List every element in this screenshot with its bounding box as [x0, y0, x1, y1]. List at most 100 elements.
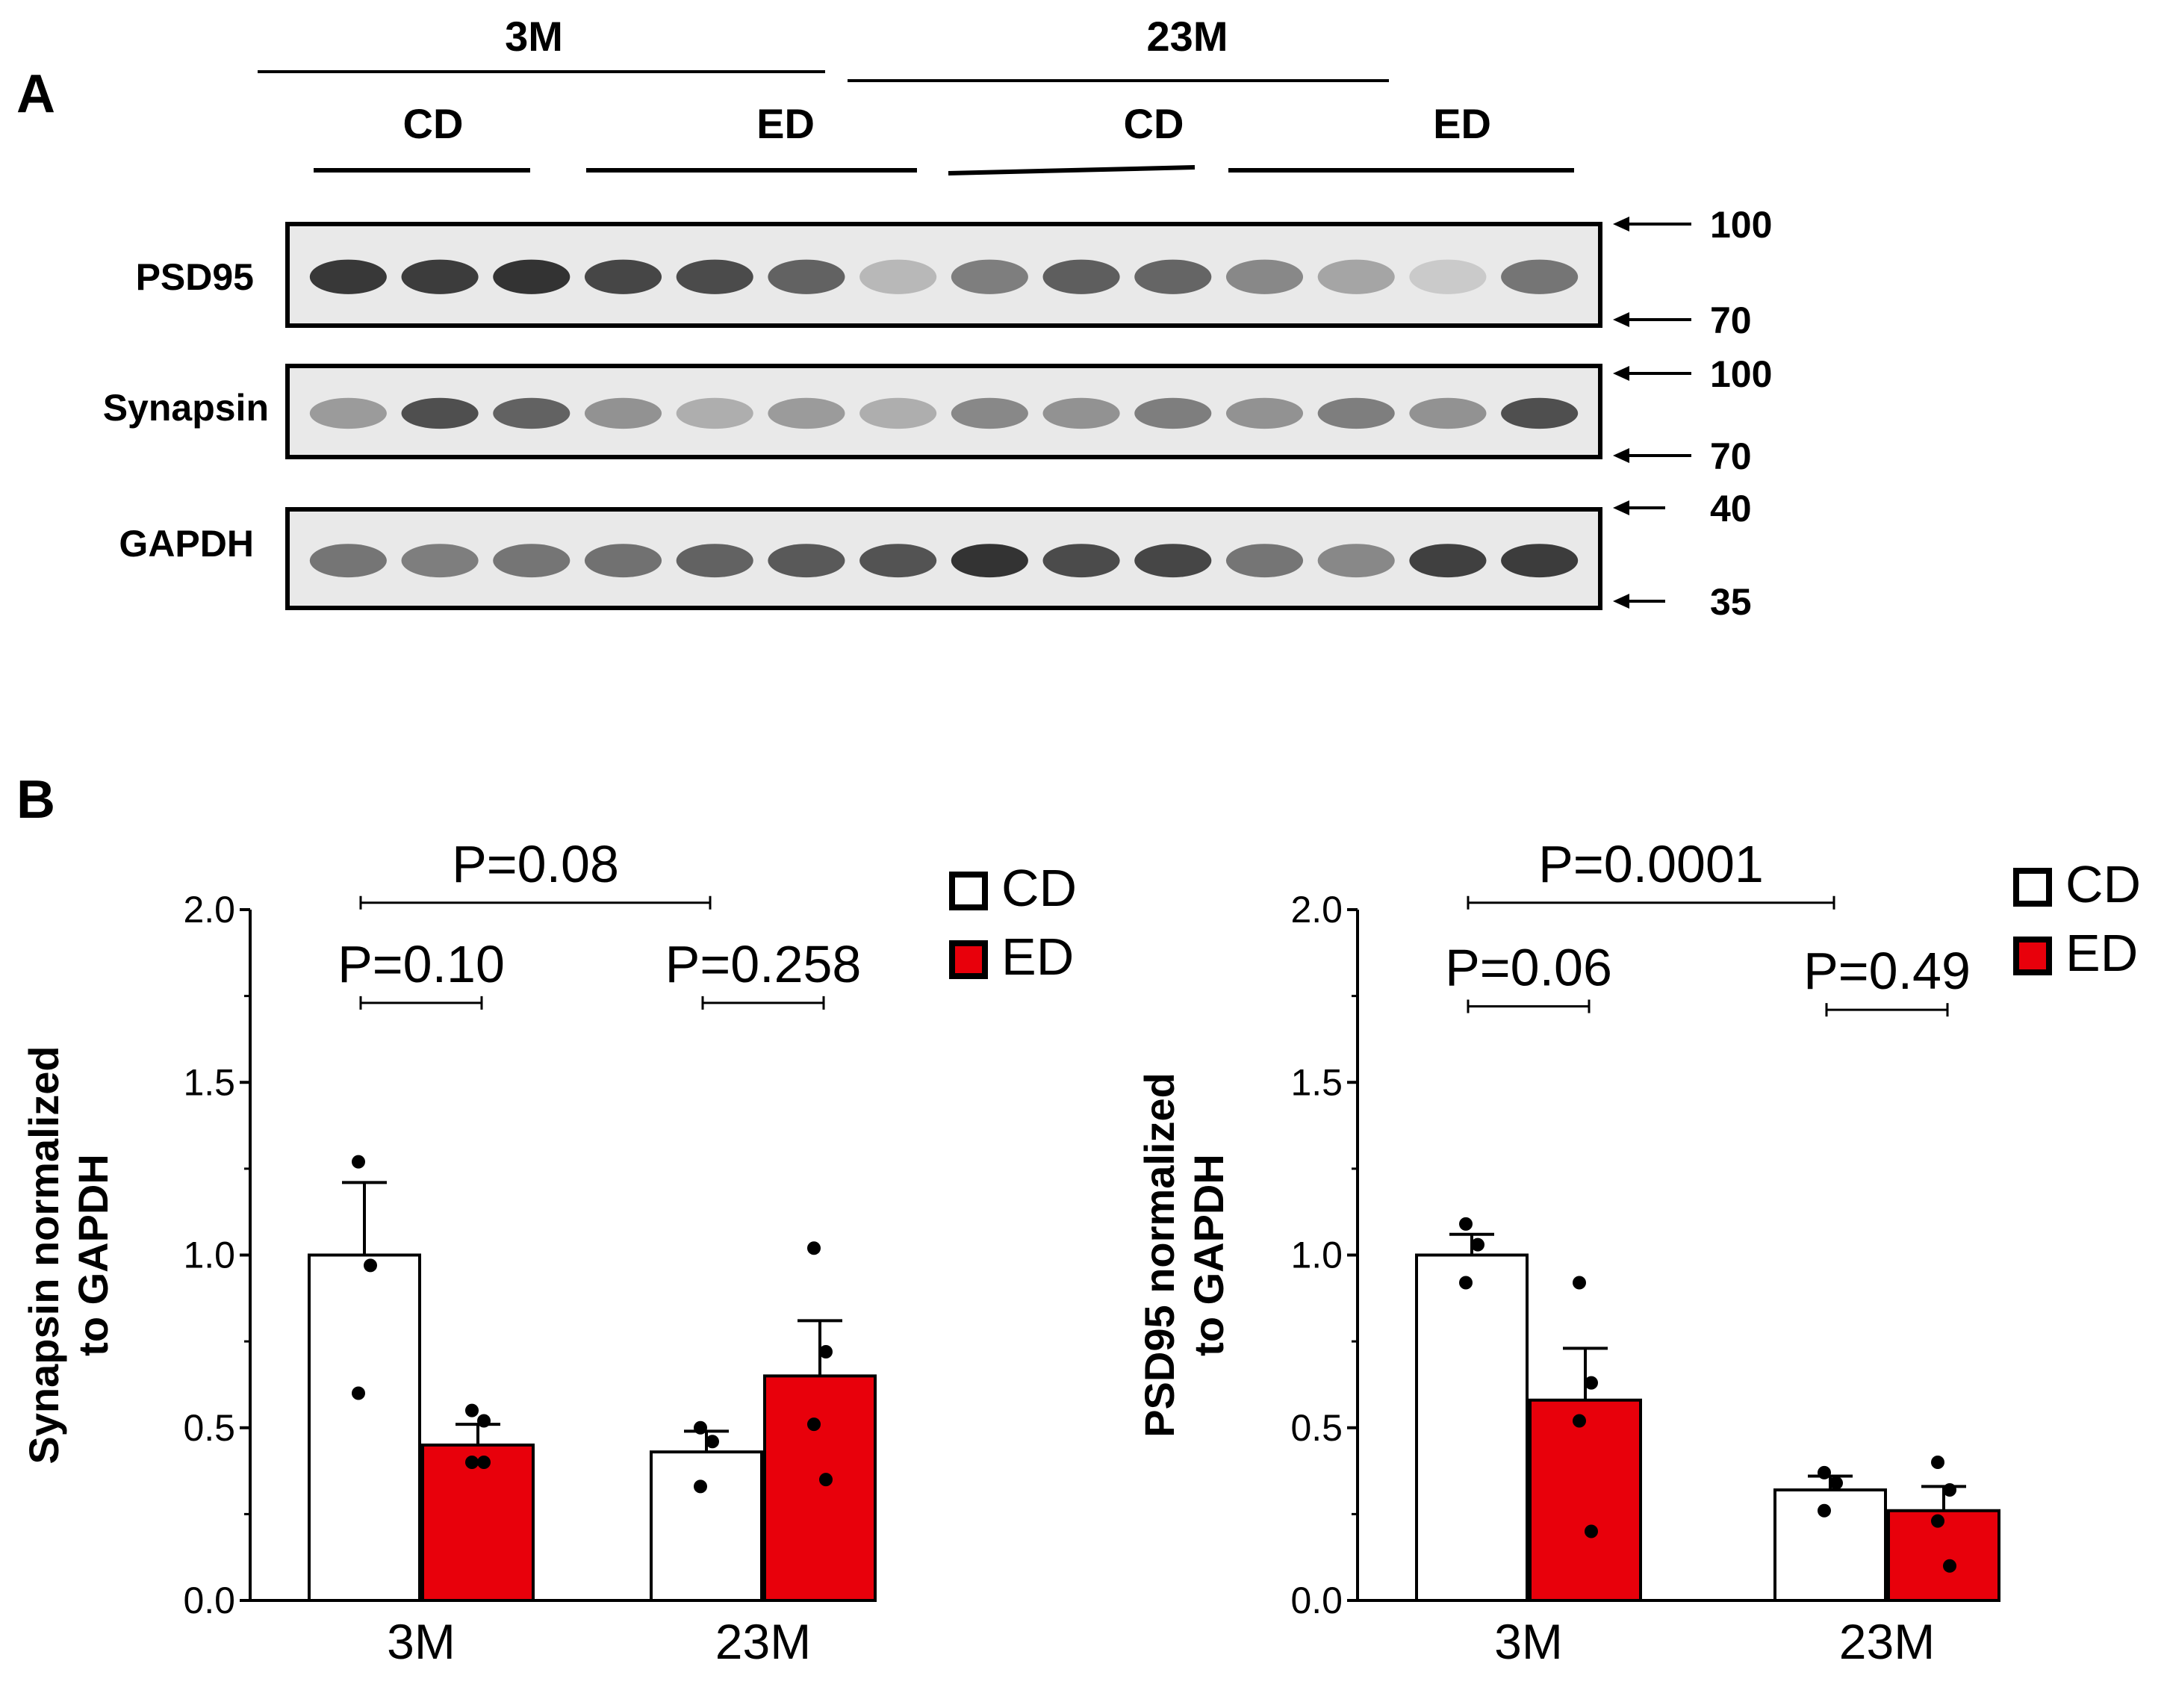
- legend-swatch-ed: [949, 940, 988, 979]
- data-point: [1585, 1524, 1598, 1538]
- y-tick-label: 1.0: [183, 1235, 235, 1276]
- bar-3M-CD: [1415, 1253, 1529, 1602]
- blot-synapsin-frame: [285, 364, 1602, 459]
- diet-label-cd-2: CD: [1124, 100, 1184, 147]
- panel-a-label: A: [16, 64, 55, 124]
- blot-synapsin-band: [1134, 397, 1212, 429]
- pvalue-label: P=0.06: [1445, 939, 1612, 997]
- blot-synapsin-band: [1409, 397, 1487, 429]
- diet-line-cd-2: [948, 165, 1196, 176]
- pvalue-label: P=0.10: [338, 935, 505, 993]
- blot-synapsin-band: [951, 397, 1028, 429]
- pvalue-label: P=0.08: [452, 835, 619, 893]
- mw-marker-gapdh-top: 40: [1710, 488, 1752, 530]
- mw-marker-psd95-bottom: 70: [1710, 299, 1752, 341]
- data-point: [465, 1403, 479, 1417]
- pvalue-label: P=0.0001: [1538, 835, 1764, 893]
- x-category-label: 23M: [715, 1614, 811, 1669]
- data-point: [1818, 1503, 1831, 1518]
- blot-gapdh-band: [859, 544, 937, 578]
- data-point: [1943, 1559, 1956, 1573]
- blot-gapdh-band: [1042, 544, 1120, 578]
- y-tick-label: 0.5: [1290, 1407, 1343, 1449]
- blot-psd95-band: [1042, 259, 1120, 294]
- bar-3M-ED: [1529, 1398, 1642, 1602]
- blot-gapdh-band: [951, 544, 1028, 578]
- data-point: [465, 1456, 479, 1469]
- data-point: [364, 1258, 377, 1273]
- y-tick-label: 1.0: [1290, 1235, 1343, 1276]
- bar-23M-ED: [1887, 1509, 2000, 1602]
- blot-gapdh-band: [401, 544, 479, 578]
- bar-23M-CD: [1773, 1488, 1887, 1602]
- y-tick-label: 0.0: [183, 1580, 235, 1621]
- data-point: [694, 1479, 707, 1494]
- mw-arrow-head: [1613, 366, 1629, 381]
- blot-psd95-band: [309, 259, 387, 294]
- y-tick-label: 1.5: [183, 1061, 235, 1103]
- mw-arrow-head: [1613, 448, 1629, 463]
- blot-synapsin-band: [401, 397, 479, 429]
- mw-arrow-head: [1613, 500, 1629, 515]
- y-axis-label: PSD95 normalizedto GAPDH: [1136, 1072, 1232, 1438]
- data-point: [807, 1241, 821, 1255]
- blot-psd95-label: PSD95: [136, 256, 254, 298]
- pvalue-label: P=0.49: [1803, 942, 1971, 1000]
- blot-psd95-band: [1409, 259, 1487, 294]
- blot-gapdh-band: [1317, 544, 1395, 578]
- data-point: [1573, 1414, 1586, 1428]
- panel-b-label: B: [16, 770, 55, 830]
- blot-synapsin-band: [309, 397, 387, 429]
- blot-psd95-band: [676, 259, 753, 294]
- blot-synapsin-band: [1225, 397, 1304, 429]
- diet-label-ed-2: ED: [1433, 100, 1491, 147]
- data-point: [1585, 1376, 1598, 1390]
- blot-gapdh-band: [584, 544, 662, 578]
- data-point: [477, 1456, 491, 1469]
- y-tick-label: 0.0: [1290, 1580, 1343, 1621]
- bar-3M-ED: [421, 1443, 535, 1602]
- data-point: [352, 1155, 365, 1169]
- mw-arrow-head: [1613, 594, 1629, 609]
- blot-psd95-band: [401, 259, 479, 294]
- blot-psd95-band: [1501, 259, 1579, 294]
- blot-gapdh-band: [768, 544, 845, 578]
- data-point: [819, 1345, 833, 1358]
- data-point: [352, 1386, 365, 1400]
- blot-gapdh-band: [1409, 544, 1487, 578]
- mw-marker-gapdh-bottom: 35: [1710, 581, 1752, 623]
- blot-psd95-band: [951, 259, 1028, 294]
- blot-gapdh-label: GAPDH: [119, 523, 254, 565]
- blot-header: 3M 23M CD ED CD ED: [258, 13, 1574, 176]
- blot-synapsin-band: [1501, 397, 1579, 429]
- pvalue-label: P=0.258: [665, 935, 862, 993]
- age-label-3m: 3M: [505, 13, 563, 60]
- y-tick-label: 1.5: [1290, 1061, 1343, 1103]
- data-point: [706, 1435, 719, 1449]
- western-blot: PSD95 100 70 Synapsin 100 70 GAPDH 40 35: [103, 204, 1773, 623]
- mw-arrow-head: [1613, 217, 1629, 232]
- bar-23M-ED: [763, 1374, 877, 1602]
- data-point: [1459, 1276, 1473, 1290]
- blot-psd95-band: [859, 259, 937, 294]
- blot-psd95-band: [1134, 259, 1212, 294]
- data-point: [807, 1417, 821, 1432]
- data-point: [1829, 1476, 1843, 1490]
- x-category-label: 23M: [1839, 1614, 1935, 1669]
- y-axis-label: Synapsin normalizedto GAPDH: [20, 1046, 116, 1464]
- blot-synapsin-band: [1317, 397, 1395, 429]
- diet-label-ed-1: ED: [756, 100, 815, 147]
- data-point: [1931, 1514, 1944, 1528]
- legend-label-cd: CD: [1001, 859, 1077, 917]
- y-tick-label: 2.0: [1290, 889, 1343, 931]
- blot-psd95-band: [768, 259, 845, 294]
- blot-synapsin-band: [859, 397, 937, 429]
- blot-psd95-band: [584, 259, 662, 294]
- data-point: [1931, 1456, 1944, 1469]
- x-category-label: 3M: [387, 1614, 456, 1669]
- legend-swatch-cd: [949, 872, 988, 910]
- mw-marker-psd95-top: 100: [1710, 204, 1772, 246]
- legend-label-ed: ED: [2065, 924, 2138, 982]
- blot-gapdh-band: [493, 544, 570, 578]
